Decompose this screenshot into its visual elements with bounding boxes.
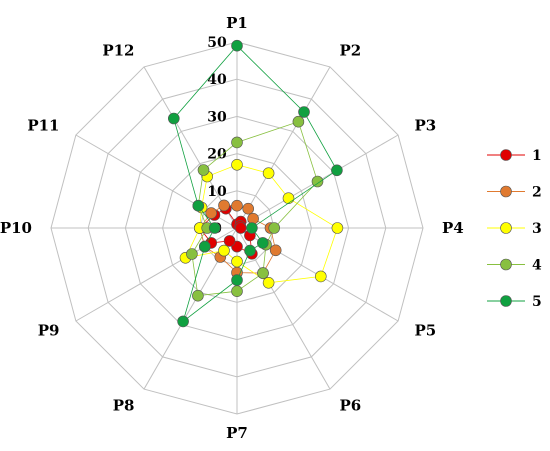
tick-label: 20 — [207, 147, 227, 163]
data-point — [269, 244, 282, 257]
category-label: P11 — [27, 117, 59, 135]
data-point — [234, 222, 247, 234]
data-point — [199, 240, 211, 253]
data-point — [246, 222, 258, 234]
legend-item: 4 — [487, 258, 542, 274]
category-label: P6 — [340, 397, 362, 415]
data-point — [208, 222, 221, 234]
data-point — [223, 235, 236, 247]
data-point — [231, 159, 243, 171]
data-point — [257, 267, 269, 279]
category-label: P9 — [38, 322, 60, 340]
tick-label: 50 — [207, 35, 227, 51]
tick-label: 10 — [207, 184, 227, 200]
data-point — [218, 244, 230, 257]
legend-marker — [500, 222, 512, 234]
legend-label: 5 — [532, 294, 542, 310]
legend-marker — [500, 185, 512, 198]
data-point — [205, 207, 217, 219]
legend-marker — [500, 258, 512, 271]
legend-item: 5 — [487, 294, 542, 310]
data-point — [268, 222, 281, 234]
data-point — [218, 199, 230, 212]
legend-item: 3 — [487, 221, 542, 237]
data-point — [197, 164, 210, 176]
category-label: P5 — [415, 322, 437, 340]
data-point — [231, 39, 243, 52]
data-point — [244, 244, 256, 257]
legend-marker — [500, 295, 512, 307]
data-point — [231, 199, 243, 212]
category-label: P12 — [102, 42, 134, 60]
data-point — [242, 202, 254, 215]
spoke — [236, 66, 331, 229]
category-label: P4 — [442, 219, 464, 237]
data-point — [192, 199, 205, 212]
legend: 1 2 3 4 5 — [487, 148, 542, 310]
category-labels: P1 P2 P3 P4 P5 P6 P7 P8 P9 P10 P11 P12 — [0, 14, 464, 442]
data-point — [331, 164, 343, 177]
data-point — [262, 167, 275, 179]
data-point — [231, 274, 243, 286]
category-label: P2 — [340, 42, 362, 60]
tick-label: 40 — [207, 72, 227, 88]
data-point — [262, 276, 275, 289]
data-point — [231, 136, 243, 149]
tick-label: 30 — [207, 109, 227, 125]
data-point — [311, 175, 324, 188]
legend-label: 3 — [532, 221, 542, 237]
category-label: P1 — [226, 14, 248, 32]
category-label: P8 — [113, 397, 135, 415]
data-point — [314, 270, 327, 283]
category-label: P10 — [0, 219, 32, 237]
legend-marker — [500, 149, 512, 161]
data-point — [177, 315, 189, 328]
legend-label: 1 — [532, 148, 542, 164]
category-label: P3 — [415, 117, 437, 135]
data-point — [282, 192, 295, 204]
legend-item: 1 — [487, 148, 542, 164]
data-point — [168, 112, 180, 125]
data-point — [231, 255, 243, 268]
series-5 — [168, 39, 343, 328]
legend-item: 2 — [487, 185, 542, 201]
data-point — [231, 285, 243, 298]
data-point — [292, 115, 305, 128]
legend-label: 4 — [532, 258, 542, 274]
data-point — [256, 237, 269, 249]
data-point — [298, 106, 310, 118]
category-label: P7 — [226, 424, 248, 442]
data-series — [168, 39, 344, 328]
data-point — [331, 222, 344, 234]
data-point — [186, 248, 198, 260]
legend-label: 2 — [532, 185, 542, 201]
data-point — [192, 289, 204, 302]
